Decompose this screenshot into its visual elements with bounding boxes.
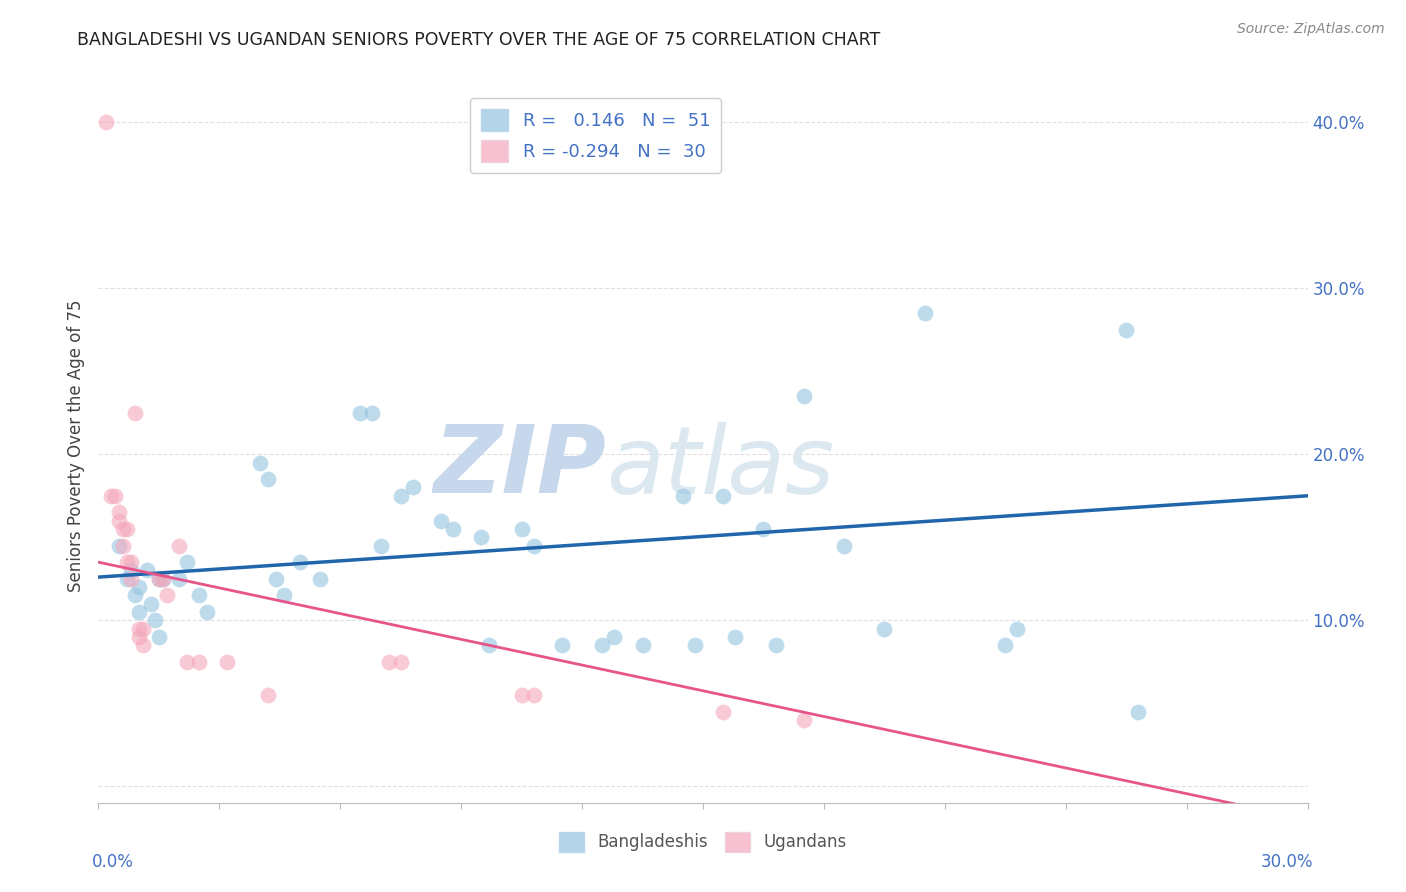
Point — [603, 630, 626, 644]
Point — [551, 638, 574, 652]
Point — [120, 555, 142, 569]
Point — [1115, 323, 1137, 337]
Point — [249, 456, 271, 470]
Point — [128, 622, 150, 636]
Point — [711, 489, 734, 503]
Point — [152, 572, 174, 586]
Point — [139, 597, 162, 611]
Point — [152, 572, 174, 586]
Point — [124, 406, 146, 420]
Point — [873, 622, 896, 636]
Point — [167, 539, 190, 553]
Point — [100, 489, 122, 503]
Point — [111, 522, 134, 536]
Point — [128, 630, 150, 644]
Point — [107, 539, 129, 553]
Point — [389, 655, 412, 669]
Point — [115, 555, 138, 569]
Point — [115, 522, 138, 536]
Point — [441, 522, 464, 536]
Point — [167, 572, 190, 586]
Point — [143, 613, 166, 627]
Point — [309, 572, 332, 586]
Point — [683, 638, 706, 652]
Point — [107, 505, 129, 519]
Point — [132, 638, 155, 652]
Point — [124, 588, 146, 602]
Legend: Bangladeshis, Ugandans: Bangladeshis, Ugandans — [553, 825, 853, 859]
Point — [111, 539, 134, 553]
Point — [96, 115, 118, 129]
Point — [1128, 705, 1150, 719]
Point — [195, 605, 218, 619]
Point — [148, 630, 170, 644]
Point — [148, 572, 170, 586]
Point — [793, 713, 815, 727]
Point — [176, 555, 198, 569]
Point — [349, 406, 371, 420]
Point — [752, 522, 775, 536]
Point — [1007, 622, 1029, 636]
Text: 0.0%: 0.0% — [93, 853, 134, 871]
Text: Source: ZipAtlas.com: Source: ZipAtlas.com — [1237, 22, 1385, 37]
Point — [832, 539, 855, 553]
Point — [188, 588, 211, 602]
Point — [120, 564, 142, 578]
Point — [672, 489, 695, 503]
Text: 30.0%: 30.0% — [1261, 853, 1313, 871]
Point — [470, 530, 492, 544]
Point — [176, 655, 198, 669]
Point — [103, 489, 125, 503]
Point — [148, 572, 170, 586]
Point — [631, 638, 654, 652]
Point — [120, 572, 142, 586]
Point — [188, 655, 211, 669]
Point — [510, 688, 533, 702]
Point — [430, 514, 453, 528]
Point — [370, 539, 392, 553]
Point — [128, 605, 150, 619]
Point — [389, 489, 412, 503]
Point — [107, 514, 129, 528]
Text: BANGLADESHI VS UGANDAN SENIORS POVERTY OVER THE AGE OF 75 CORRELATION CHART: BANGLADESHI VS UGANDAN SENIORS POVERTY O… — [77, 31, 880, 49]
Point — [711, 705, 734, 719]
Point — [377, 655, 399, 669]
Point — [402, 481, 425, 495]
Point — [478, 638, 501, 652]
Point — [264, 572, 287, 586]
Point — [523, 688, 546, 702]
Point — [793, 389, 815, 403]
Point — [256, 472, 278, 486]
Text: atlas: atlas — [606, 422, 835, 513]
Point — [591, 638, 613, 652]
Point — [523, 539, 546, 553]
Point — [156, 588, 179, 602]
Point — [724, 630, 747, 644]
Point — [361, 406, 384, 420]
Point — [135, 564, 157, 578]
Point — [217, 655, 239, 669]
Point — [765, 638, 787, 652]
Y-axis label: Seniors Poverty Over the Age of 75: Seniors Poverty Over the Age of 75 — [66, 300, 84, 592]
Point — [128, 580, 150, 594]
Text: ZIP: ZIP — [433, 421, 606, 514]
Point — [510, 522, 533, 536]
Point — [132, 622, 155, 636]
Point — [256, 688, 278, 702]
Point — [273, 588, 295, 602]
Point — [994, 638, 1017, 652]
Point — [288, 555, 311, 569]
Point — [115, 572, 138, 586]
Point — [914, 306, 936, 320]
